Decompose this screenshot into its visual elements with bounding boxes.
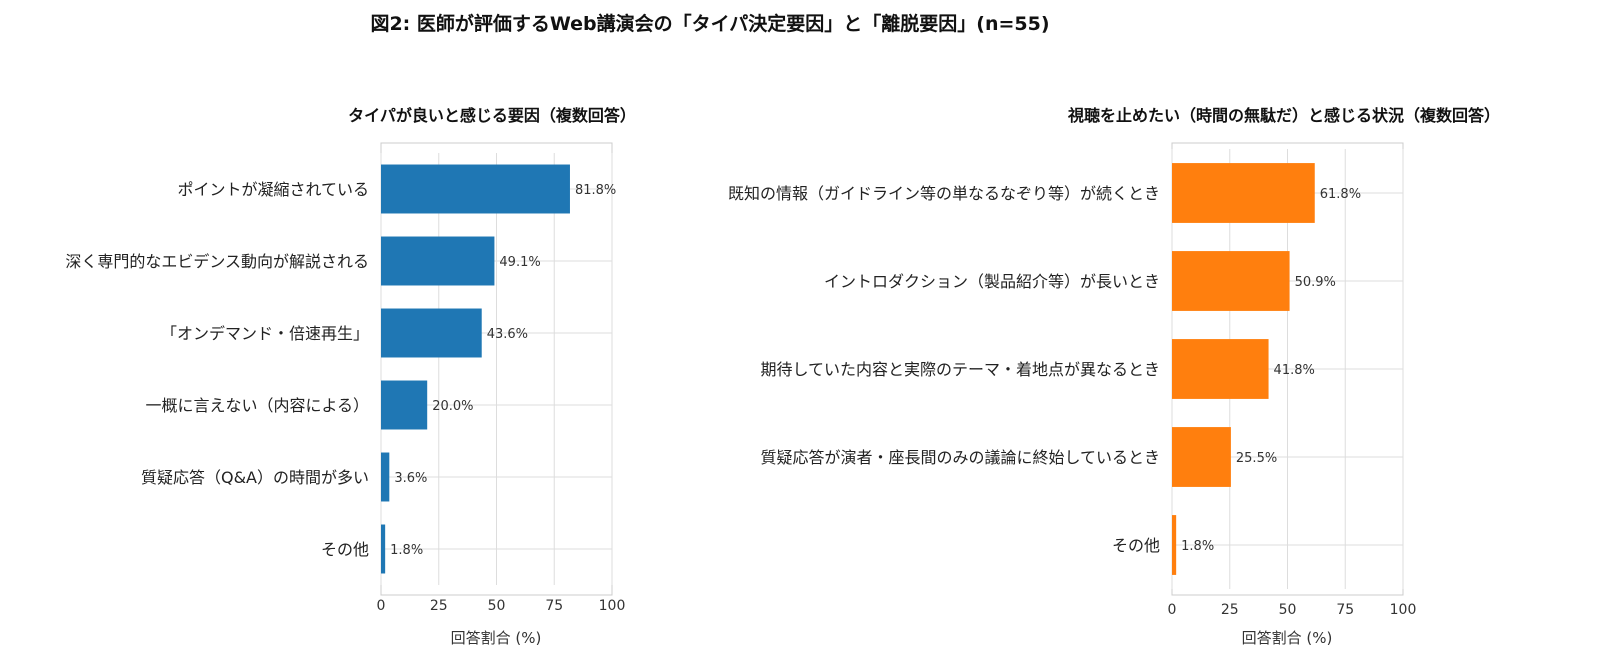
x-tick-label: 100 xyxy=(1390,602,1417,618)
right-bars xyxy=(1172,163,1315,575)
x-tick-label: 25 xyxy=(1221,602,1239,618)
x-tick-label: 75 xyxy=(1336,602,1354,618)
category-label: イントロダクション（製品紹介等）が長いとき xyxy=(824,272,1160,291)
category-label: ポイントが凝縮されている xyxy=(177,180,369,199)
category-label: 質疑応答（Q&A）の時間が多い xyxy=(141,468,369,487)
bar xyxy=(1172,163,1315,223)
data-label: 81.8% xyxy=(575,183,616,198)
category-label: その他 xyxy=(1112,536,1160,555)
x-tick-label: 25 xyxy=(430,598,448,614)
right-x-ticks: 0 25 50 75 100 xyxy=(1168,602,1417,618)
left-chart-title: タイパが良いと感じる要因（複数回答） xyxy=(348,106,636,125)
right-category-labels: 既知の情報（ガイドライン等の単なるなぞり等）が続くときイントロダクション（製品紹… xyxy=(728,184,1160,555)
left-gridlines xyxy=(380,153,613,585)
right-data-labels: 61.8% 50.9% 41.8% 25.5% 1.8% xyxy=(1181,187,1361,554)
bar xyxy=(381,236,495,286)
right-x-axis-label: 回答割合 (%) xyxy=(1242,629,1333,647)
chart-panel-right: 視聴を止めたい（時間の無駄だ）と感じる状況（複数回答） 既知の情報（ガイドライン… xyxy=(728,106,1500,647)
category-label: 期待していた内容と実際のテーマ・着地点が異なるとき xyxy=(760,360,1160,379)
x-tick-label: 75 xyxy=(545,598,563,614)
data-label: 61.8% xyxy=(1320,187,1361,202)
bar xyxy=(1172,251,1290,311)
x-tick-label: 100 xyxy=(599,598,626,614)
x-tick-label: 50 xyxy=(1279,602,1297,618)
category-label: その他 xyxy=(321,540,369,559)
bar xyxy=(381,380,428,430)
figure-title: 図2: 医師が評価するWeb講演会の「タイパ決定要因」と「離脱要因」(n=55) xyxy=(370,12,1049,35)
bar xyxy=(381,308,482,358)
data-label: 1.8% xyxy=(390,543,423,558)
category-label: 深く専門的なエビデンス動向が解説される xyxy=(65,252,369,271)
data-label: 41.8% xyxy=(1274,363,1315,378)
x-tick-label: 50 xyxy=(488,598,506,614)
bar xyxy=(381,452,390,502)
x-tick-label: 0 xyxy=(1168,602,1177,618)
data-label: 1.8% xyxy=(1181,539,1214,554)
bar xyxy=(381,164,570,214)
chart-panel-left: タイパが良いと感じる要因（複数回答） ポイントが凝縮されている深く専門的なエビデ… xyxy=(65,106,636,647)
data-label: 25.5% xyxy=(1236,451,1277,466)
bar xyxy=(381,524,386,574)
left-category-labels: ポイントが凝縮されている深く専門的なエビデンス動向が解説される「オンデマンド・倍… xyxy=(65,180,369,559)
data-label: 20.0% xyxy=(432,399,473,414)
right-chart-title: 視聴を止めたい（時間の無駄だ）と感じる状況（複数回答） xyxy=(1067,106,1500,125)
left-x-axis-label: 回答割合 (%) xyxy=(451,629,542,647)
left-data-labels: 81.8% 49.1% 43.6% 20.0% 3.6% 1.8% xyxy=(390,183,616,558)
bar xyxy=(1172,339,1269,399)
bar xyxy=(1172,515,1177,575)
left-bars xyxy=(381,164,570,574)
category-label: 既知の情報（ガイドライン等の単なるなぞり等）が続くとき xyxy=(728,184,1160,203)
data-label: 49.1% xyxy=(499,255,540,270)
x-tick-label: 0 xyxy=(377,598,386,614)
data-label: 43.6% xyxy=(487,327,528,342)
bar xyxy=(1172,427,1231,487)
data-label: 50.9% xyxy=(1295,275,1336,290)
category-label: 一概に言えない（内容による） xyxy=(145,396,369,415)
left-x-ticks: 0 25 50 75 100 xyxy=(377,598,626,614)
category-label: 質疑応答が演者・座長間のみの議論に終始しているとき xyxy=(760,448,1160,467)
data-label: 3.6% xyxy=(394,471,427,486)
category-label: 「オンデマンド・倍速再生」 xyxy=(161,324,369,343)
